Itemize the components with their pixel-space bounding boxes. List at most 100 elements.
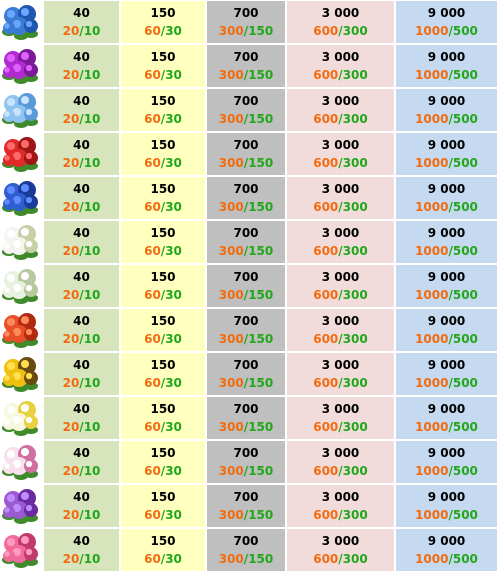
separator: /: [243, 508, 249, 522]
price-value: 700: [233, 402, 259, 416]
green-value: 30: [165, 552, 182, 566]
sub-values: 300/150: [207, 552, 285, 566]
price-value: 9 000: [427, 358, 466, 372]
green-value: 10: [83, 508, 101, 522]
price-cell-c5: 9 000 1000/500: [396, 353, 497, 395]
separator: /: [160, 552, 166, 566]
sub-values: 1000/500: [396, 156, 497, 170]
price-value: 150: [150, 402, 176, 416]
sub-values: 60/30: [121, 200, 205, 214]
orange-value: 1000: [415, 332, 449, 346]
price-value: 150: [150, 446, 176, 460]
price-cell-c3: 700 300/150: [207, 45, 285, 87]
sub-values: 20/10: [44, 112, 119, 126]
orange-value: 60: [144, 112, 161, 126]
price-value: 40: [73, 446, 90, 460]
separator: /: [338, 200, 343, 214]
orange-value: 1000: [415, 68, 449, 82]
sub-values: 1000/500: [396, 24, 497, 38]
separator: /: [160, 420, 166, 434]
price-cell-c1: 40 20/10: [44, 45, 119, 87]
sub-values: 300/150: [207, 244, 285, 258]
sub-values: 600/300: [287, 288, 394, 302]
separator: /: [338, 376, 343, 390]
sub-values: 20/10: [44, 68, 119, 82]
price-value: 150: [150, 50, 176, 64]
price-value: 40: [73, 138, 90, 152]
price-cell-c5: 9 000 1000/500: [396, 441, 497, 483]
price-cell-c2: 150 60/30: [121, 45, 205, 87]
sub-values: 1000/500: [396, 112, 497, 126]
price-cell-c5: 9 000 1000/500: [396, 1, 497, 43]
sub-values: 20/10: [44, 420, 119, 434]
price-value: 700: [233, 314, 259, 328]
price-value: 40: [73, 182, 90, 196]
price-cell-c4: 3 000 600/300: [287, 45, 394, 87]
separator: /: [448, 464, 453, 478]
price-cell-c4: 3 000 600/300: [287, 441, 394, 483]
green-value: 150: [248, 376, 274, 390]
price-cell-c3: 700 300/150: [207, 265, 285, 307]
green-value: 30: [165, 420, 182, 434]
price-cell-c3: 700 300/150: [207, 309, 285, 351]
orange-value: 1000: [415, 464, 449, 478]
sub-values: 20/10: [44, 200, 119, 214]
orange-value: 600: [313, 288, 339, 302]
price-cell-c2: 150 60/30: [121, 265, 205, 307]
separator: /: [243, 332, 249, 346]
blue-hydrangea-flower-icon: [2, 5, 38, 40]
sub-values: 20/10: [44, 552, 119, 566]
separator: /: [448, 376, 453, 390]
orange-value: 300: [218, 244, 244, 258]
orange-value: 300: [218, 68, 244, 82]
sub-values: 300/150: [207, 112, 285, 126]
separator: /: [448, 200, 453, 214]
separator: /: [243, 24, 249, 38]
orange-value: 300: [218, 112, 244, 126]
table-row: 40 20/10 150 60/30 700 300/150 3 000 600/300 9 0…: [0, 485, 499, 527]
green-value: 30: [165, 200, 182, 214]
sub-values: 300/150: [207, 24, 285, 38]
price-value: 700: [233, 6, 259, 20]
separator: /: [160, 464, 166, 478]
table-row: 40 20/10 150 60/30 700 300/150 3 000 600/300 9 0…: [0, 309, 499, 351]
green-value: 10: [83, 552, 101, 566]
flower-cell: [0, 309, 42, 351]
green-value: 30: [165, 24, 182, 38]
orange-value: 60: [144, 200, 161, 214]
separator: /: [160, 68, 166, 82]
price-cell-c5: 9 000 1000/500: [396, 89, 497, 131]
table-row: 40 20/10 150 60/30 700 300/150 3 000 600/300 9 0…: [0, 45, 499, 87]
price-cell-c5: 9 000 1000/500: [396, 309, 497, 351]
table-row: 40 20/10 150 60/30 700 300/150 3 000 600/300 9 0…: [0, 529, 499, 571]
sub-values: 600/300: [287, 464, 394, 478]
separator: /: [79, 24, 84, 38]
price-cell-c5: 9 000 1000/500: [396, 265, 497, 307]
sub-values: 20/10: [44, 288, 119, 302]
table-row: 40 20/10 150 60/30 700 300/150 3 000 600/300 9 0…: [0, 441, 499, 483]
sub-values: 60/30: [121, 244, 205, 258]
separator: /: [79, 376, 84, 390]
price-cell-c2: 150 60/30: [121, 529, 205, 571]
price-cell-c3: 700 300/150: [207, 353, 285, 395]
orange-value: 20: [62, 112, 80, 126]
separator: /: [338, 244, 343, 258]
orange-value: 300: [218, 552, 244, 566]
price-cell-c4: 3 000 600/300: [287, 397, 394, 439]
orange-value: 300: [218, 24, 244, 38]
price-cell-c1: 40 20/10: [44, 485, 119, 527]
separator: /: [338, 288, 343, 302]
price-value: 40: [73, 94, 90, 108]
orange-value: 60: [144, 332, 161, 346]
sub-values: 600/300: [287, 24, 394, 38]
green-value: 300: [342, 376, 368, 390]
green-value: 500: [452, 464, 478, 478]
sub-values: 600/300: [287, 332, 394, 346]
sub-values: 60/30: [121, 464, 205, 478]
sub-values: 600/300: [287, 552, 394, 566]
orange-value: 1000: [415, 24, 449, 38]
sub-values: 20/10: [44, 156, 119, 170]
table-row: 40 20/10 150 60/30 700 300/150 3 000 600/300 9 0…: [0, 177, 499, 219]
orange-value: 1000: [415, 200, 449, 214]
orange-value: 20: [62, 24, 80, 38]
